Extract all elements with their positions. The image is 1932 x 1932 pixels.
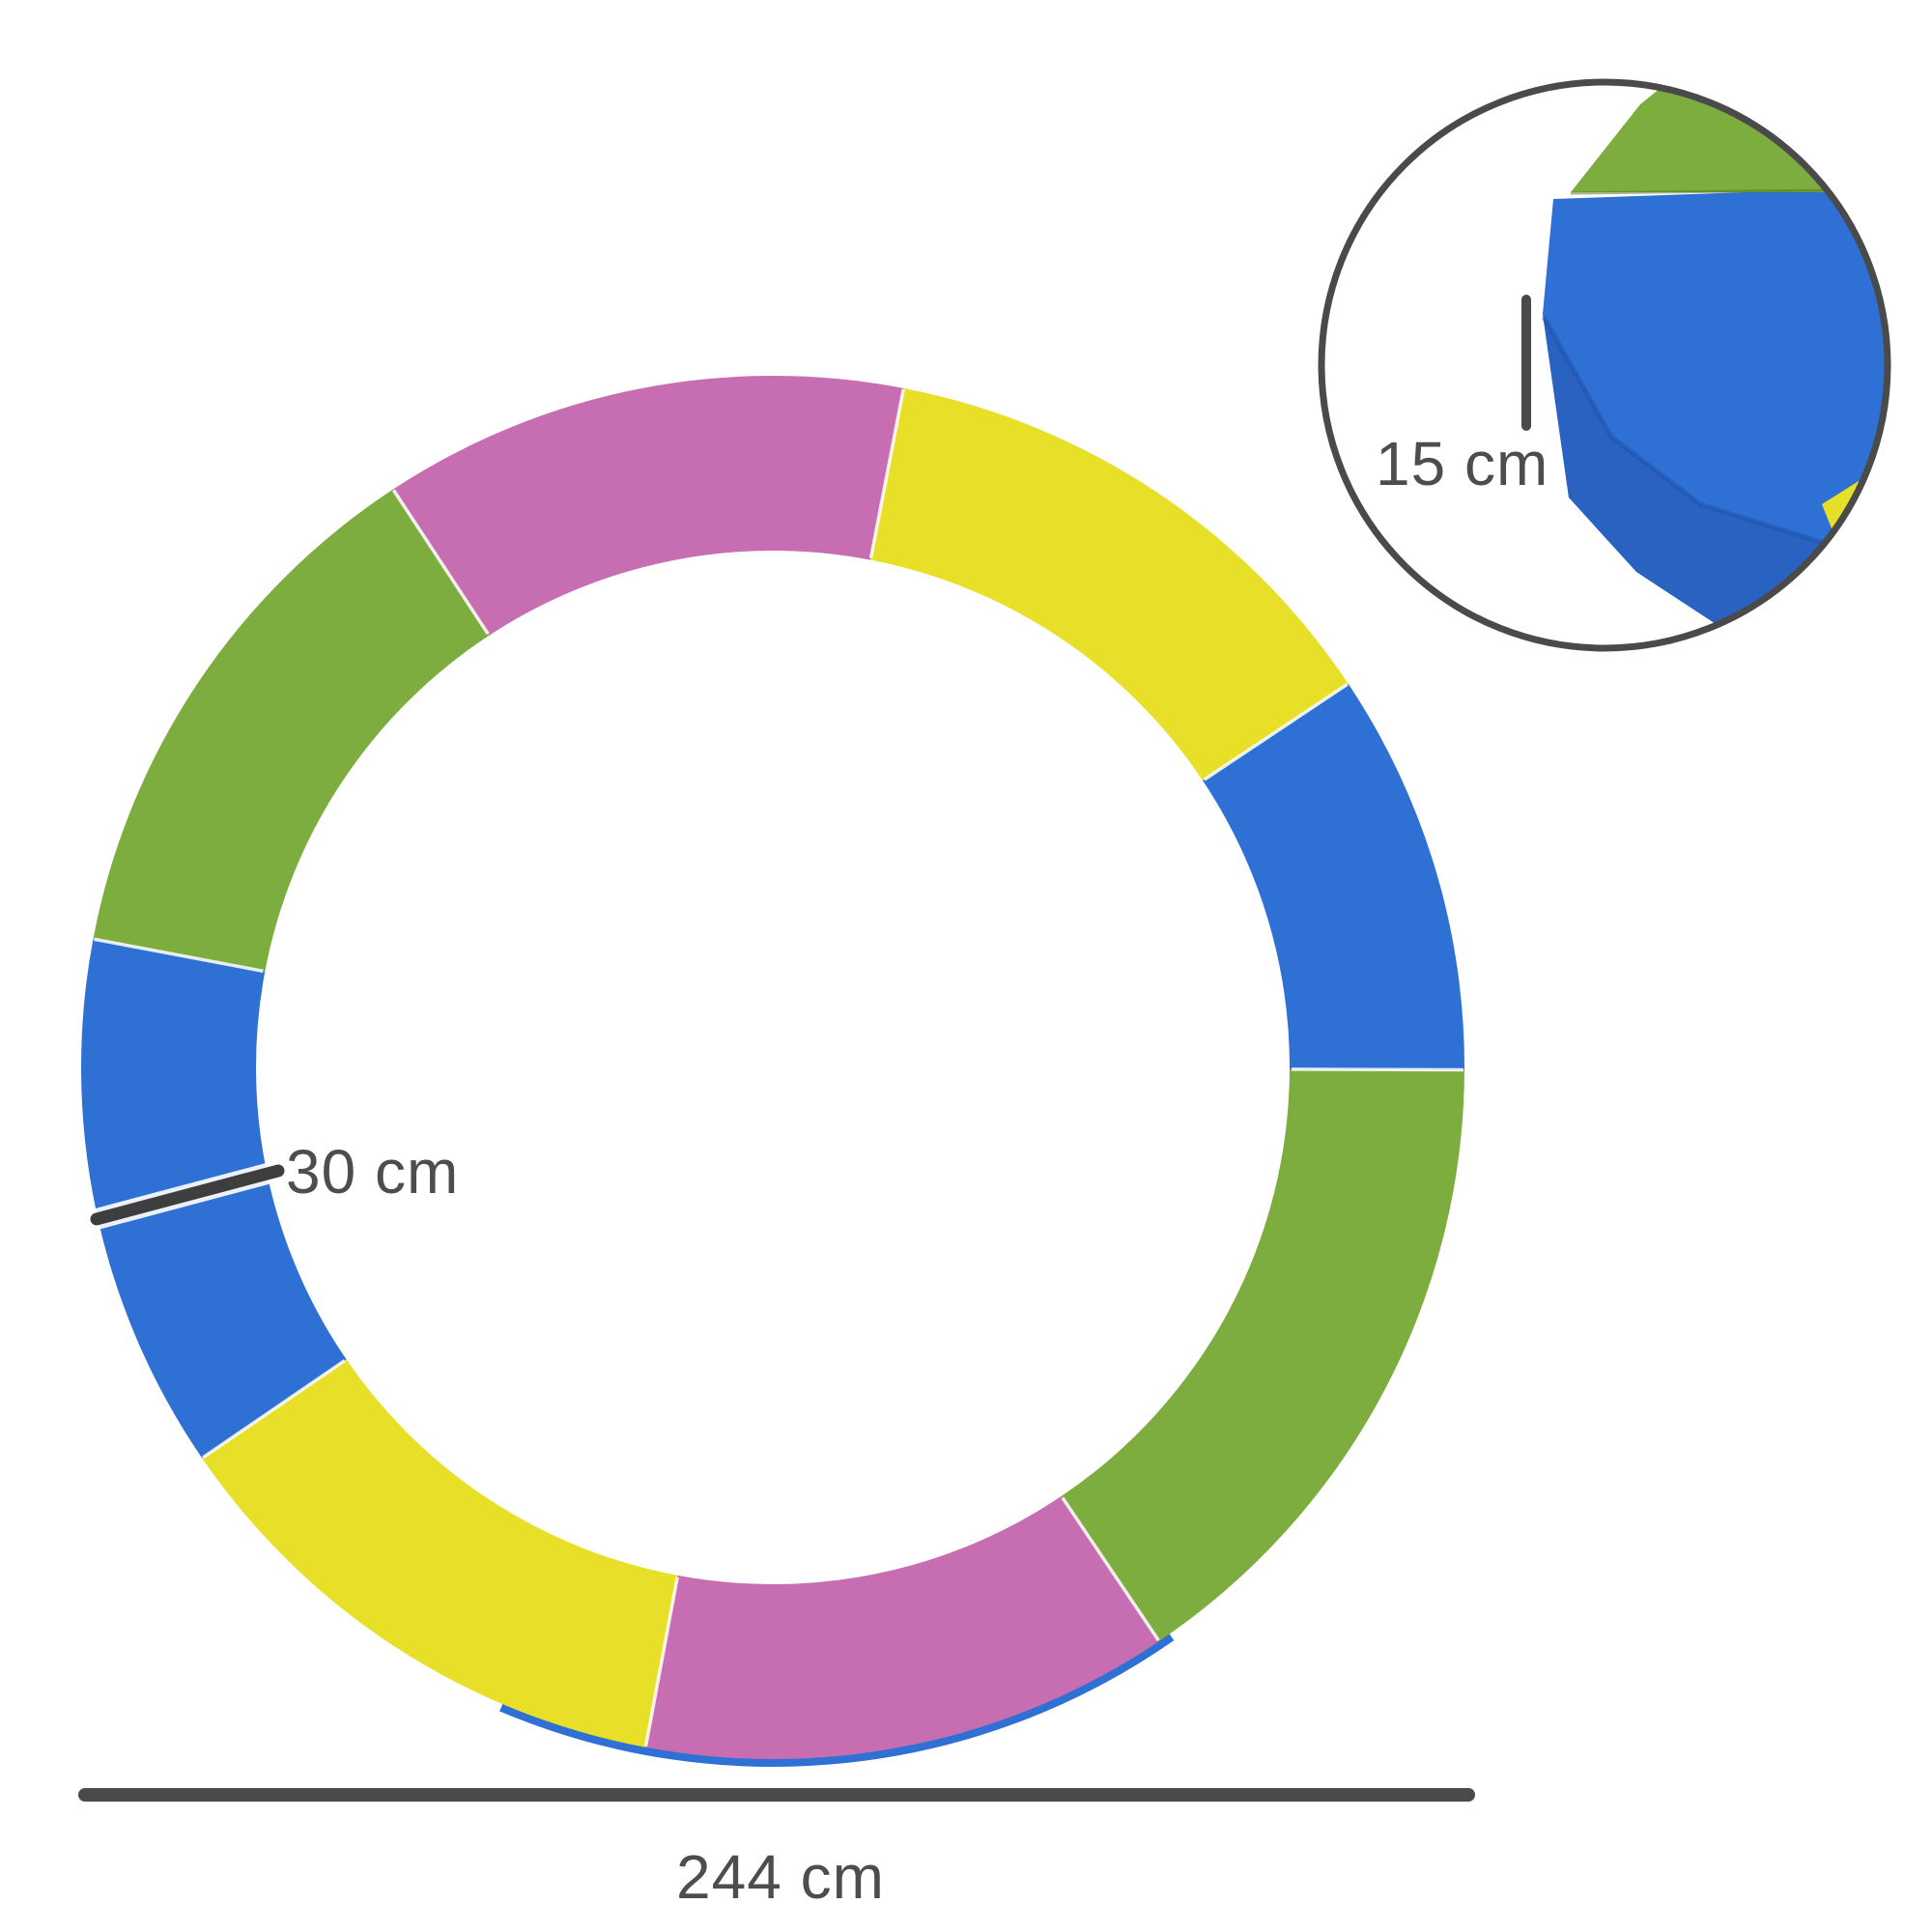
pad-segment-pink-top — [392, 375, 904, 636]
inset-green-blue-seam — [1570, 188, 1832, 195]
segment-seam — [1291, 1067, 1464, 1072]
pad-segment-yellow-top-right — [870, 387, 1349, 781]
inset-content — [1542, 85, 1885, 645]
dimension-label-diameter: 244 cm — [676, 1842, 885, 1912]
segment-seam — [643, 1577, 679, 1747]
pad-segment-blue-right — [1203, 683, 1464, 1070]
dimension-label-pad-width: 30 cm — [286, 1137, 460, 1207]
inset-pad-edge-seam — [1542, 316, 1827, 546]
segment-seam — [868, 388, 905, 559]
pad-segment-yellow-bottom-left — [202, 1359, 678, 1747]
inset-pad-side-face — [1543, 314, 1824, 645]
dimension-label-pad-height: 15 cm — [1376, 429, 1549, 498]
pad-segment-green-top-left — [93, 489, 490, 972]
pad-segment-pink-bottom — [645, 1495, 1159, 1760]
inset-closeup — [1318, 78, 1891, 652]
inset-circle-outline — [1318, 78, 1891, 652]
segment-seam — [1061, 1496, 1160, 1642]
segment-seam — [202, 1358, 346, 1460]
segment-seam — [1203, 682, 1349, 781]
pad-ring — [81, 375, 1464, 1767]
dimension-lines — [78, 295, 1531, 1802]
segment-seam — [391, 489, 490, 636]
pad-segment-green-bottom-right — [1061, 1068, 1464, 1641]
segment-seam — [94, 937, 264, 974]
dimension-line-pad-width — [90, 1164, 285, 1226]
inset-pad-green-segment — [1571, 85, 1845, 192]
